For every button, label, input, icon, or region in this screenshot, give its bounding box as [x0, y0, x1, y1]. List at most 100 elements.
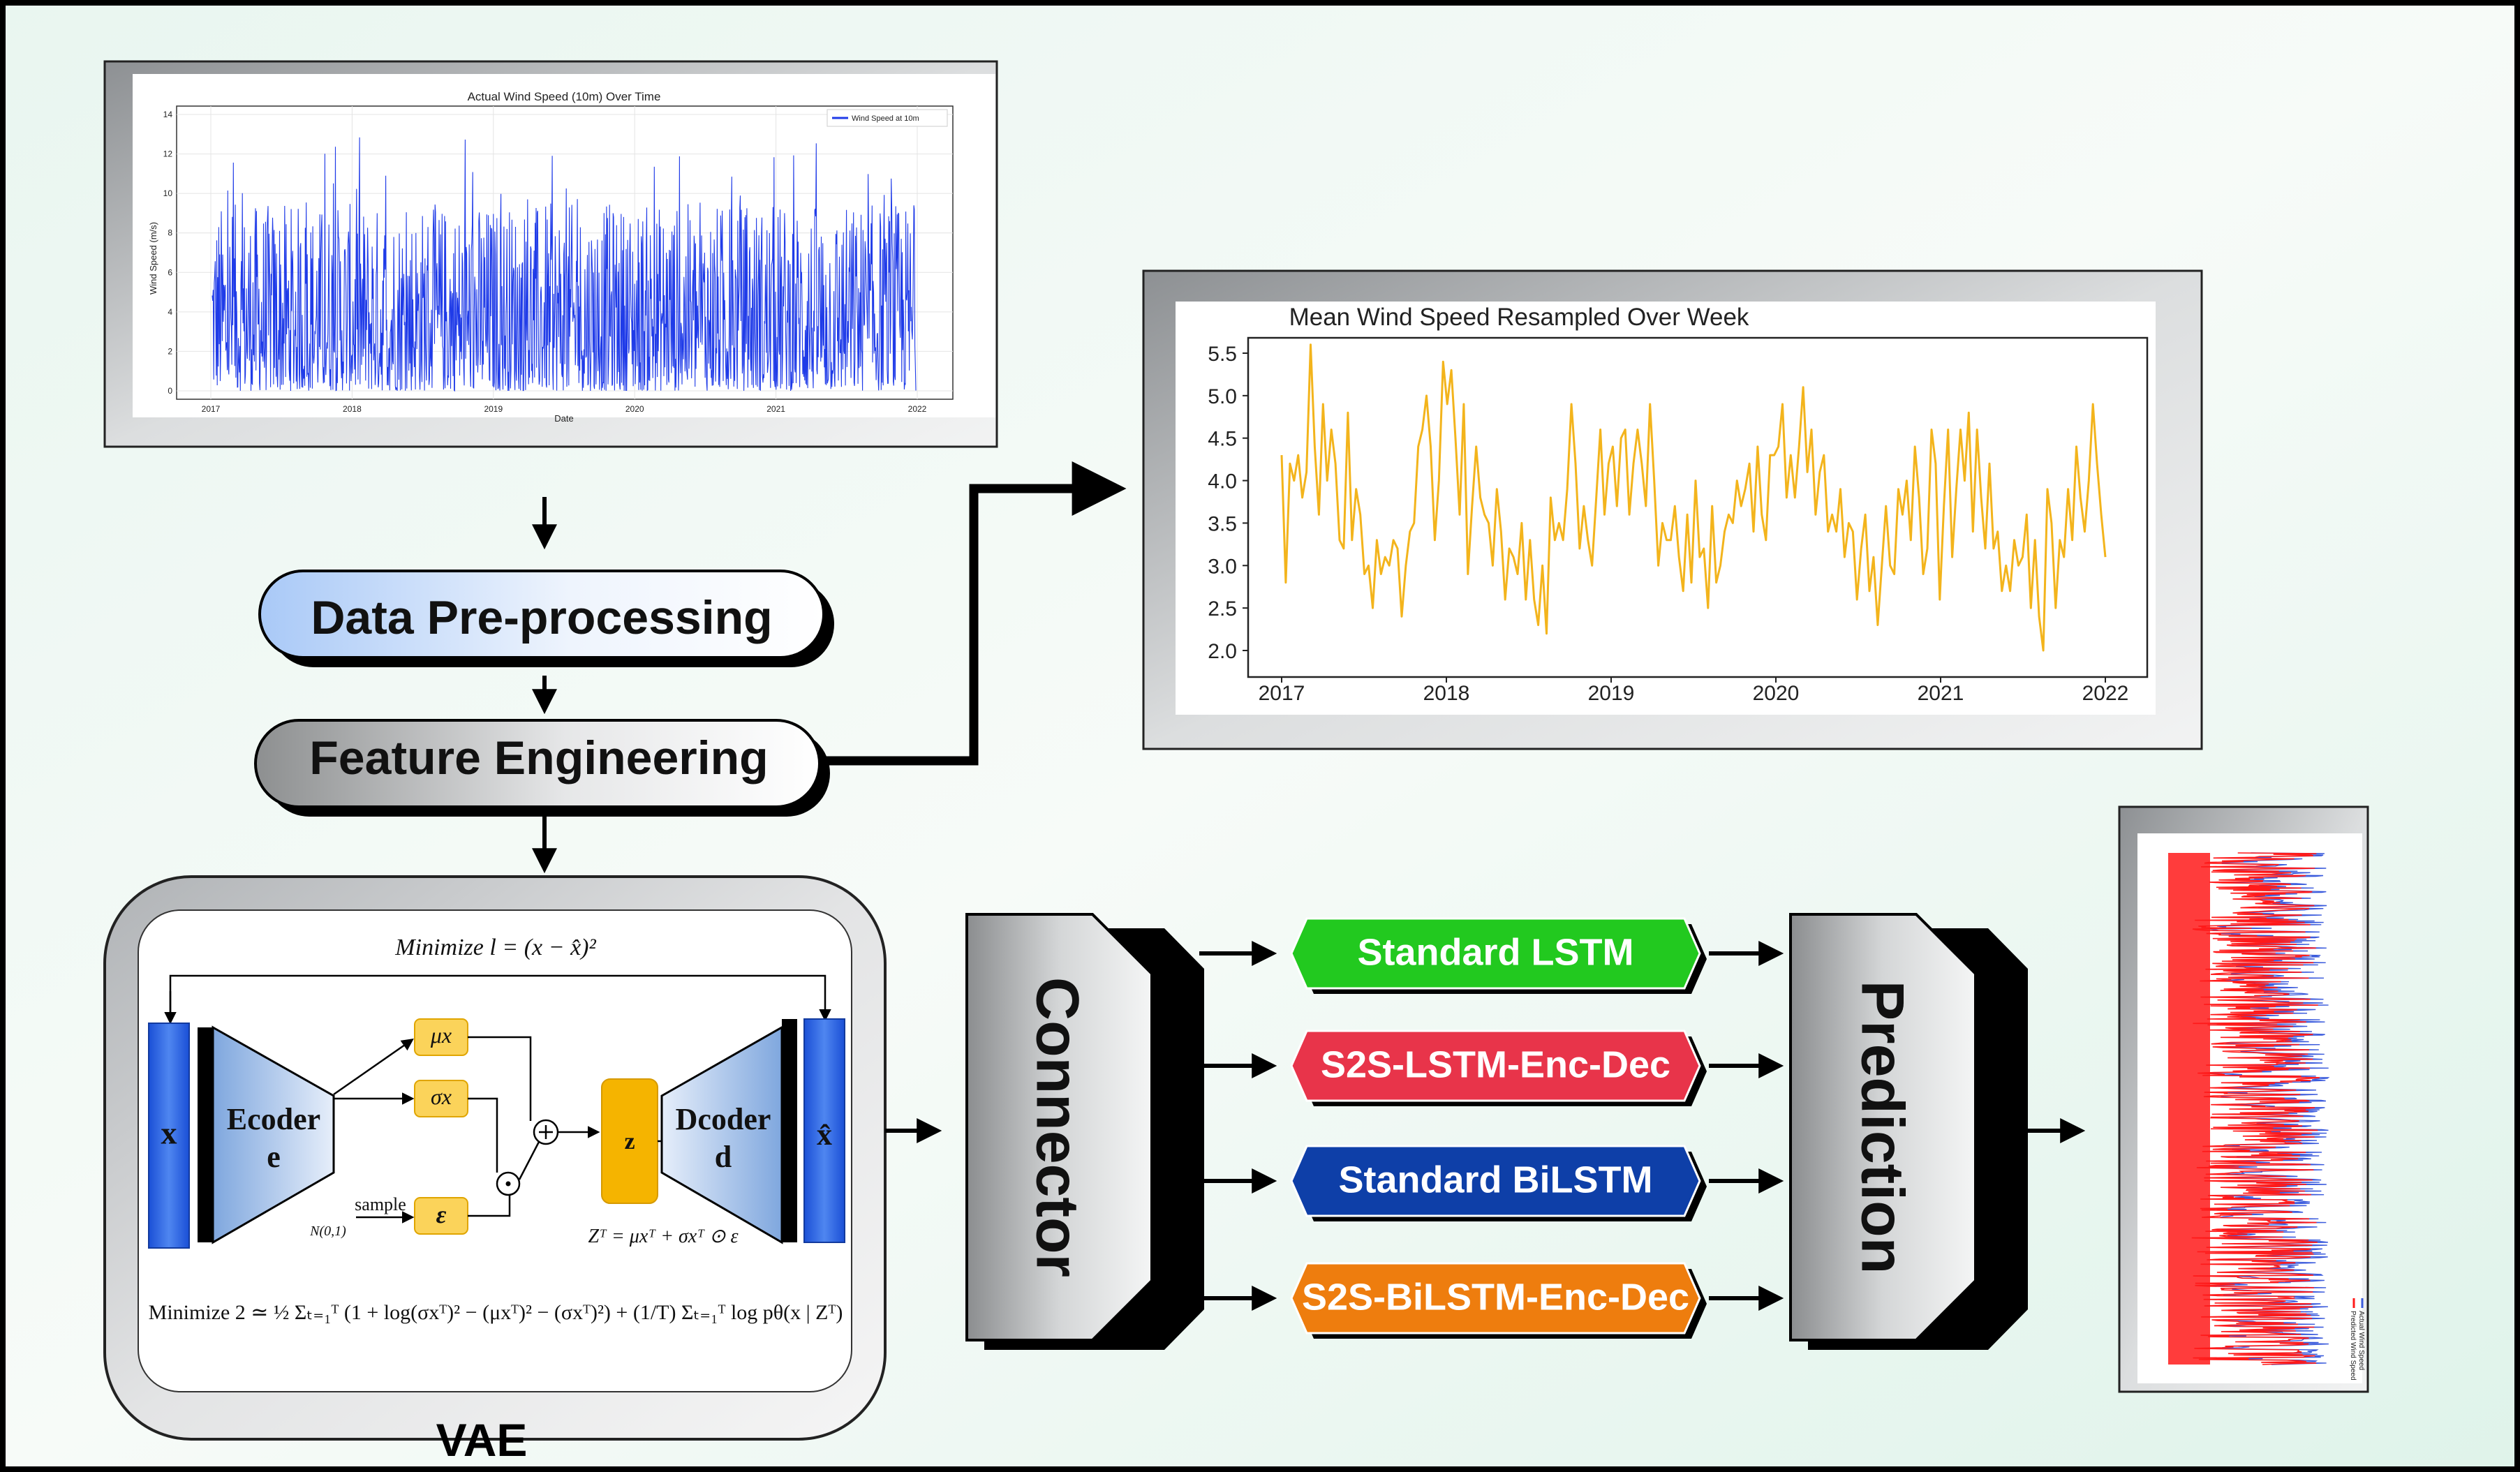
vae-z-label: z	[624, 1129, 635, 1154]
chart2-x-tick: 2020	[1753, 682, 1800, 705]
chart1-series-line	[212, 137, 917, 392]
chart2-x-tick: 2021	[1918, 682, 1964, 705]
chart2-series-line	[1280, 343, 2107, 652]
vae-decoder-label-1: Dcoder	[676, 1102, 771, 1136]
connector-block: Connector	[965, 913, 1204, 1350]
chart1-y-ticks: 0 2 4 6 8 10 12 14	[163, 110, 173, 396]
chart1-x-tick: 2017	[202, 404, 221, 414]
chart2-x-tick: 2017	[1259, 682, 1305, 705]
preprocessing-label: Data Pre-processing	[311, 591, 772, 644]
arrow-feature-to-weekly-chart	[825, 461, 1127, 766]
chart3-legend-predicted: Predicted Wind Speed	[2349, 1311, 2357, 1381]
vae-minimize1: Minimize l = (x − x̂)²	[394, 935, 596, 960]
preprocessing-pill	[258, 570, 825, 659]
vae-title: VAE	[436, 1414, 528, 1466]
chart1-y-tick: 6	[168, 267, 172, 277]
chart1-x-tick: 2022	[908, 404, 927, 414]
vae-normal-label: N(0,1)	[309, 1224, 346, 1239]
chart2-title: Mean Wind Speed Resampled Over Week	[1289, 304, 1749, 331]
prediction-shape	[1789, 913, 1977, 1341]
model-badge	[1290, 1145, 1701, 1217]
chart2-y-tick: 2.0	[1208, 640, 1237, 663]
chart2-plot-area	[1247, 336, 2149, 678]
chart1-y-tick: 14	[163, 110, 173, 119]
chart1-y-label: Wind Speed (m/s)	[148, 222, 158, 295]
chart3-legend-actual: Actual Wind Speed	[2357, 1311, 2365, 1370]
chart2-x-ticks: 2017 2018 2019 2020 2021 2022	[1259, 677, 2129, 705]
epsilon-to-dot	[468, 1194, 511, 1217]
chart1-y-tick: 12	[163, 149, 173, 159]
feature-label: Feature Engineering	[309, 731, 768, 785]
dot-to-plus	[518, 1141, 540, 1180]
vae-sigma-label: σx	[431, 1084, 452, 1109]
chart1-y-tick: 0	[168, 386, 172, 396]
chart2-y-tick: 3.5	[1208, 512, 1237, 535]
vae-dot-operator-mark	[505, 1181, 511, 1187]
vae-encoder-label-2: e	[267, 1140, 281, 1174]
chart1-x-tick: 2020	[625, 404, 644, 414]
chart2-x-tick: 2018	[1423, 682, 1470, 705]
chart3-legend: Actual Wind Speed Predicted Wind Speed	[2349, 1298, 2365, 1381]
model-badge	[1290, 1262, 1701, 1335]
models-group: Standard LSTM S2S-LSTM-Enc-Dec Standard Bi…	[1199, 917, 1784, 1339]
chart-actual-wind-speed: Actual Wind Speed (10m) Over Time 0 2 4 6 8 1…	[103, 60, 998, 448]
model-label: S2S-LSTM-Enc-Dec	[1321, 1043, 1670, 1085]
vae-input-label: x	[161, 1115, 177, 1151]
model-badge	[1290, 917, 1701, 990]
chart1-legend-label: Wind Speed at 10m	[852, 114, 919, 123]
model-badge	[1290, 1029, 1701, 1102]
vae-block: Minimize l = (x − x̂)² x Ecoder e μx σx …	[103, 875, 887, 1441]
vae-output-label: x̂	[817, 1117, 832, 1152]
vae-sample-label: sample	[355, 1194, 406, 1214]
vae-encoder	[212, 1025, 335, 1244]
vae-minimize2: Minimize 2 ≃ ½ Σₜ₌₁ᵀ (1 + log(σxᵀ)² − (μ…	[149, 1301, 843, 1324]
model-label: Standard BiLSTM	[1338, 1159, 1652, 1200]
chart2-y-tick: 2.5	[1208, 597, 1237, 620]
model-label: Standard LSTM	[1357, 931, 1633, 973]
chart3-series	[2168, 852, 2330, 1365]
chart2-y-ticks: 2.0 2.5 3.0 3.5 4.0 4.5 5.0 5.5	[1208, 343, 1248, 663]
sigma-to-dot	[468, 1097, 498, 1173]
chart1-x-label: Date	[554, 413, 573, 424]
chart3-series-predicted-fill	[2168, 853, 2210, 1365]
vae-z-formula: Zᵀ = μxᵀ + σxᵀ ⊙ ε	[588, 1226, 738, 1247]
chart1-title: Actual Wind Speed (10m) Over Time	[468, 90, 661, 103]
prediction-label: Prediction	[1848, 981, 1915, 1274]
vae-inner	[138, 909, 852, 1392]
chart1-x-tick: 2021	[766, 404, 785, 414]
chart1-legend: Wind Speed at 10m	[827, 109, 948, 127]
flow-arrows	[532, 461, 1127, 874]
vae-mu-label: μx	[430, 1023, 452, 1048]
vae-decoder-label-2: d	[715, 1140, 732, 1174]
mu-to-plus	[468, 1036, 532, 1121]
chart2-x-tick: 2019	[1588, 682, 1635, 705]
chart2-y-tick: 5.5	[1208, 343, 1237, 366]
chart2-y-tick: 4.0	[1208, 470, 1237, 493]
chart1-x-tick: 2018	[343, 404, 362, 414]
chart2-y-tick: 3.0	[1208, 555, 1237, 578]
vae-encoder-label-1: Ecoder	[227, 1102, 320, 1136]
chart-prediction-result: Actual Wind Speed Predicted Wind Speed	[2118, 805, 2369, 1393]
step-feature-engineering: Feature Engineering	[254, 719, 830, 817]
feature-pill	[254, 719, 821, 808]
chart-weekly-mean: Mean Wind Speed Resampled Over Week 2.0 2…	[1142, 269, 2203, 750]
chart1-x-ticks: 2017 2018 2019 2020 2021 2022	[202, 404, 927, 414]
chart2-x-tick: 2022	[2082, 682, 2129, 705]
chart1-y-tick: 2	[168, 346, 172, 356]
vae-epsilon-label: ε	[436, 1200, 447, 1228]
chart1-x-tick: 2019	[484, 404, 503, 414]
vae-output-bar	[803, 1018, 845, 1243]
chart1-y-tick: 10	[163, 188, 173, 198]
connector-label: Connector	[1023, 977, 1090, 1277]
chart1-y-tick: 8	[168, 228, 172, 238]
prediction-block: Prediction	[1789, 913, 2028, 1350]
vae-decoder-edge	[782, 1019, 797, 1242]
step-data-preprocessing: Data Pre-processing	[258, 570, 834, 667]
chart1-series	[212, 137, 917, 392]
vae-encoder-edge	[198, 1027, 213, 1242]
connector-shape	[965, 913, 1153, 1341]
vae-input-bar	[148, 1023, 190, 1249]
model-label: S2S-BiLSTM-Enc-Dec	[1302, 1276, 1689, 1318]
